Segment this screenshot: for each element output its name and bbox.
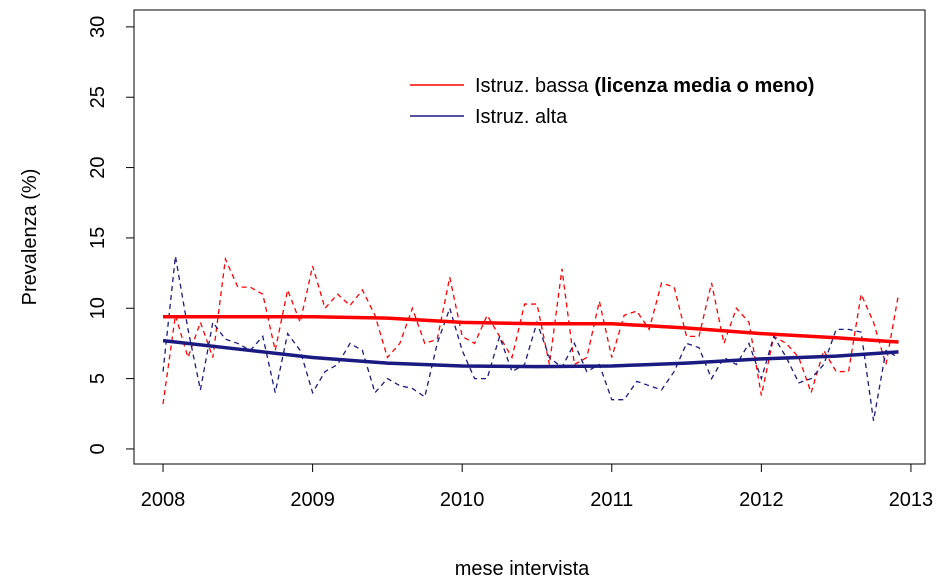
legend-label: Istruz. alta bbox=[475, 106, 568, 128]
trend-line bbox=[162, 338, 899, 369]
x-tick-label: 2008 bbox=[141, 489, 186, 511]
y-tick-label: 30 bbox=[87, 16, 109, 38]
legend-text: Istruz. bassa bbox=[475, 75, 589, 97]
y-tick-label: 0 bbox=[87, 443, 109, 454]
trend-line bbox=[163, 314, 899, 344]
y-tick-label: 15 bbox=[87, 227, 109, 249]
y-tick-label: 5 bbox=[87, 373, 109, 384]
x-tick-label: 2012 bbox=[739, 489, 784, 511]
legend-text-bold: (licenza media o meno) bbox=[594, 75, 814, 97]
legend-text: Istruz. alta bbox=[475, 106, 568, 128]
plot-frame bbox=[133, 9, 926, 465]
y-axis-label: Prevalenza (%) bbox=[19, 169, 41, 306]
monthly-line bbox=[162, 256, 899, 421]
x-axis-label: mese intervista bbox=[455, 558, 590, 580]
x-tick-label: 2011 bbox=[590, 489, 633, 511]
x-tick-label: 2013 bbox=[889, 489, 934, 511]
legend-label: Istruz. bassa (licenza media o meno) bbox=[475, 75, 814, 97]
y-tick-label: 25 bbox=[87, 86, 109, 108]
monthly-line bbox=[162, 256, 900, 405]
x-tick-label: 2009 bbox=[290, 489, 335, 511]
y-tick-label: 10 bbox=[87, 297, 109, 319]
y-tick-label: 20 bbox=[87, 156, 109, 178]
x-tick-label: 2010 bbox=[440, 489, 485, 511]
